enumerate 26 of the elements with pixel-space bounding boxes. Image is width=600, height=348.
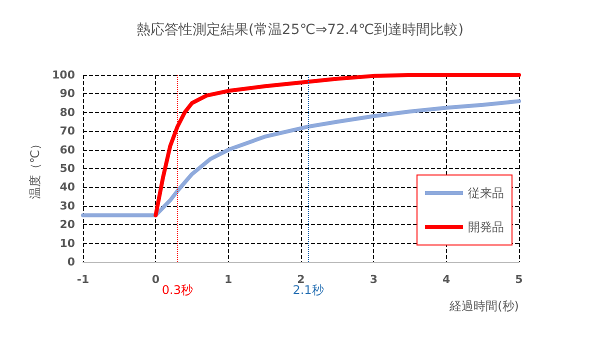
y-tick-label: 20 (60, 218, 76, 232)
y-tick-label: 70 (60, 124, 76, 138)
y-tick-label: 0 (67, 256, 76, 268)
y-tick-label: 90 (60, 87, 76, 100)
y-tick-label: 10 (60, 236, 76, 250)
x-tick-label: -1 (76, 273, 90, 286)
x-tick-label: 4 (442, 273, 451, 286)
line-series (81, 99, 521, 218)
x-tick-label: 2 (297, 273, 305, 286)
x-axis-title: 経過時間(秒) (448, 299, 519, 313)
x-tick-label: 1 (224, 273, 232, 286)
legend-label: 開発品 (468, 220, 504, 234)
ref-line-label: 0.3秒 (162, 283, 194, 297)
y-tick-label: 80 (60, 106, 76, 119)
y-tick-label: 50 (60, 162, 76, 175)
legend-label: 従来品 (468, 186, 504, 200)
y-tick-label: 100 (52, 68, 76, 82)
x-tick-label: 5 (515, 273, 523, 286)
y-tick-label: 60 (60, 143, 76, 156)
y-axis-title: 温度（℃） (28, 138, 42, 200)
x-tick-label: 3 (370, 273, 378, 286)
y-tick-label: 30 (60, 199, 76, 212)
x-tick-label: 0 (152, 273, 160, 286)
chart-title: 熱応答性測定結果(常温25℃⇒72.4℃到達時間比較) (136, 22, 464, 38)
ref-line-label: 2.1秒 (292, 283, 324, 297)
y-tick-label: 40 (60, 180, 76, 194)
